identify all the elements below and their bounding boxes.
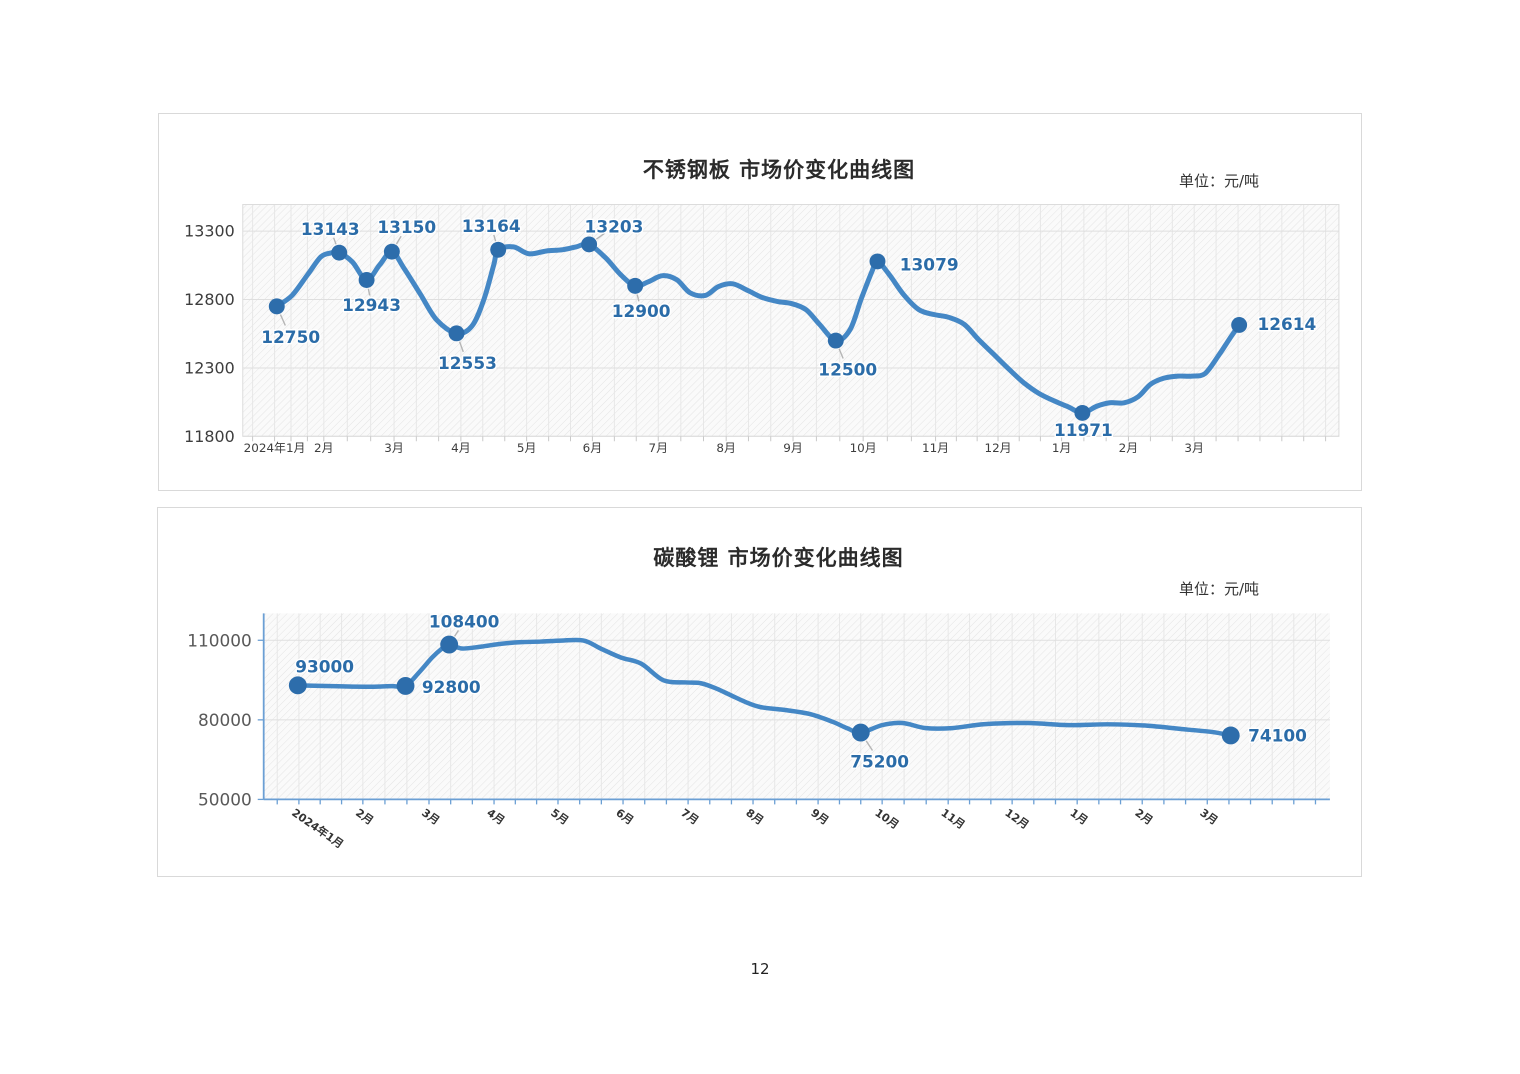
label-leader-line xyxy=(333,237,337,245)
label-leader-line xyxy=(595,232,605,240)
data-point-marker xyxy=(288,676,307,695)
chart-box-lithium-carbonate: 93000 92800 108400 75200 74100 110000 80000 500… xyxy=(157,507,1362,877)
data-point-label: 13143 xyxy=(301,219,360,239)
y-tick-label: 12300 xyxy=(184,358,235,377)
data-point-marker xyxy=(581,236,598,253)
x-tick-label: 2月 xyxy=(314,441,334,455)
x-tick-label: 1月 xyxy=(1052,441,1072,455)
grid xyxy=(242,204,1339,437)
label-leader-line xyxy=(838,348,844,359)
data-point-marker xyxy=(268,298,285,315)
x-tick-label: 2月 xyxy=(353,806,376,827)
x-tick-label: 9月 xyxy=(783,441,803,455)
data-point-label: 12750 xyxy=(261,327,320,347)
x-tick-label: 1月 xyxy=(1067,806,1090,827)
x-tick-label: 3月 xyxy=(419,806,442,827)
y-tick-label: 11800 xyxy=(184,427,235,446)
data-point-marker xyxy=(1074,404,1091,421)
data-point-label: 12943 xyxy=(342,295,401,315)
data-point-label: 13079 xyxy=(900,254,959,274)
x-tick-label: 8月 xyxy=(743,806,766,827)
data-point-label: 12900 xyxy=(612,301,671,321)
data-point-label: 74100 xyxy=(1248,725,1307,745)
chart-title: 碳酸锂 市场价变化曲线图 xyxy=(653,546,904,570)
data-point-label: 12614 xyxy=(1257,314,1316,334)
label-leader-line xyxy=(367,288,371,296)
x-tick-label: 10月 xyxy=(850,441,877,455)
line-chart-stainless-steel-plate: 12750 13143 12943 13150 12553 13164 13203 12900… xyxy=(184,204,1340,455)
x-tick-label: 2024年1月 xyxy=(289,805,346,851)
data-point-label: 108400 xyxy=(429,612,500,632)
y-tick-label: 50000 xyxy=(198,789,252,809)
x-tick-label: 11月 xyxy=(938,806,967,832)
chart-title: 不锈钢板 市场价变化曲线图 xyxy=(642,158,916,182)
y-tick-label: 13300 xyxy=(184,222,235,241)
label-leader-line xyxy=(865,740,874,751)
axis-ticks xyxy=(252,436,1327,442)
line-chart-lithium-carbonate: 93000 92800 108400 75200 74100 110000 80000 500… xyxy=(187,610,1330,851)
data-point-label: 13164 xyxy=(462,216,521,236)
data-point-label: 12500 xyxy=(818,359,877,379)
data-point-marker xyxy=(869,253,886,270)
data-point-label: 12553 xyxy=(438,353,497,373)
x-tick-label: 12月 xyxy=(984,441,1011,455)
plot-area xyxy=(242,204,1339,437)
label-leader-line xyxy=(279,314,286,326)
data-point-marker xyxy=(1221,726,1240,745)
x-tick-label: 4月 xyxy=(451,441,471,455)
data-point-label: 93000 xyxy=(295,656,354,676)
x-tick-label: 5月 xyxy=(517,441,537,455)
data-point-marker xyxy=(440,635,459,654)
x-tick-label: 3月 xyxy=(384,441,404,455)
data-point-marker xyxy=(358,272,375,288)
x-tick-label: 5月 xyxy=(548,806,571,827)
x-tick-label: 2024年1月 xyxy=(244,441,306,455)
label-leader-line xyxy=(458,341,464,353)
chart-box-stainless-steel-plate: 12750 13143 12943 13150 12553 13164 13203 12900… xyxy=(158,113,1362,491)
data-point-marker xyxy=(331,244,348,261)
x-tick-label: 12月 xyxy=(1002,806,1031,832)
x-tick-label: 11月 xyxy=(922,441,949,455)
data-point-label: 11971 xyxy=(1054,420,1113,440)
label-leader-line xyxy=(395,235,402,245)
plot-border xyxy=(242,204,1340,437)
x-tick-label: 6月 xyxy=(583,441,603,455)
unit-label: 单位：元/吨 xyxy=(1178,172,1259,190)
axes xyxy=(257,613,1330,805)
unit-label: 单位：元/吨 xyxy=(1178,580,1259,598)
data-point-marker xyxy=(396,676,415,695)
data-point-marker xyxy=(627,277,644,294)
x-tick-label: 3月 xyxy=(1198,806,1221,827)
data-point-marker xyxy=(448,325,465,342)
page-number: 12 xyxy=(750,960,770,978)
x-tick-label: 6月 xyxy=(613,806,636,827)
data-point-label: 13203 xyxy=(585,217,644,237)
data-point-marker xyxy=(827,332,844,349)
data-point-marker xyxy=(490,241,507,258)
data-point-marker xyxy=(851,723,870,742)
x-tick-label: 4月 xyxy=(484,806,507,827)
data-point-marker xyxy=(383,243,400,260)
data-point-marker xyxy=(1231,317,1248,333)
x-tick-label: 2月 xyxy=(1133,806,1156,827)
label-leader-line xyxy=(636,294,640,302)
x-tick-label: 9月 xyxy=(808,806,831,827)
y-tick-label: 12800 xyxy=(184,290,235,309)
label-leader-line xyxy=(454,629,460,637)
x-tick-label: 8月 xyxy=(716,441,736,455)
x-tick-label: 7月 xyxy=(678,806,701,827)
x-tick-label: 3月 xyxy=(1184,441,1204,455)
x-tick-label: 7月 xyxy=(648,441,668,455)
y-tick-label: 80000 xyxy=(198,710,252,730)
x-tick-label: 2月 xyxy=(1119,441,1139,455)
data-point-label: 13150 xyxy=(377,217,436,237)
x-tick-label: 10月 xyxy=(872,806,901,832)
data-point-label: 92800 xyxy=(422,677,481,697)
label-leader-line xyxy=(493,234,497,242)
data-point-label: 75200 xyxy=(850,751,909,771)
y-tick-label: 110000 xyxy=(187,630,251,650)
